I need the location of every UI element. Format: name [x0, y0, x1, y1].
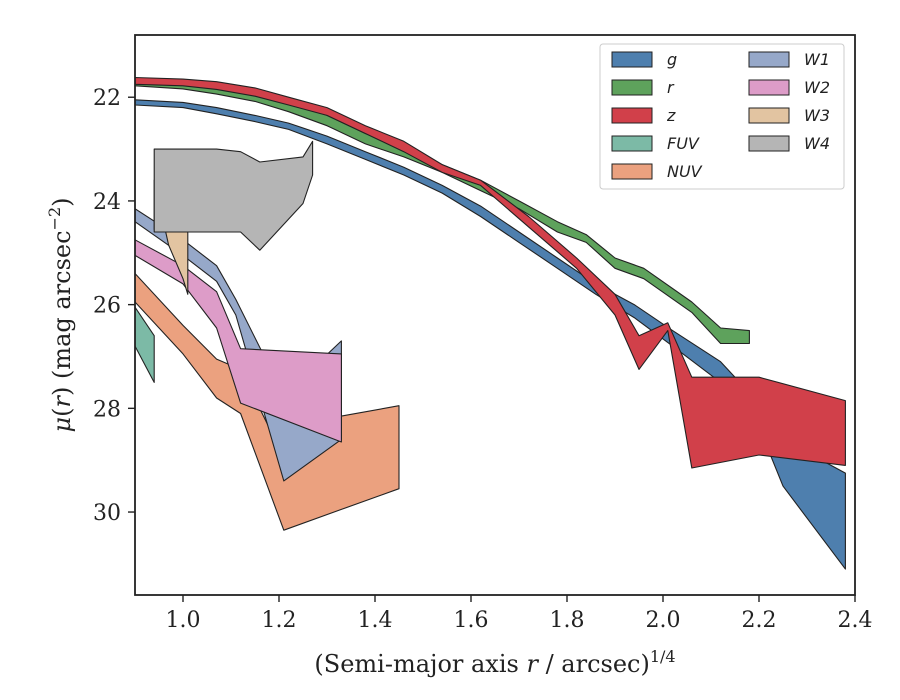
legend-label-w3: W3: [804, 106, 830, 125]
x-axis: 1.0 1.2 1.4 1.6 1.8 2.0 2.2 2.4: [166, 595, 873, 633]
y-axis-label-variable: r: [48, 395, 76, 408]
y-tick-label: 26: [93, 294, 121, 319]
x-tick-label: 1.2: [262, 608, 297, 633]
legend-label-r: r: [667, 78, 675, 97]
legend-label-nuv: NUV: [667, 162, 703, 181]
plot-frame: [134, 34, 856, 596]
y-axis: 22 24 26 28 30: [93, 86, 135, 526]
y-tick-label: 24: [93, 190, 121, 215]
y-axis-label-close: ): [48, 197, 76, 206]
series-band-w2: [135, 239, 342, 443]
series-band-nuv: [135, 272, 400, 531]
y-tick-label: 28: [93, 397, 121, 422]
legend-label-g: g: [667, 50, 677, 69]
y-tick-label: 22: [93, 86, 121, 111]
x-axis-label-variable: r: [526, 650, 539, 678]
legend-swatch-nuv: [611, 163, 653, 180]
series-bands: [135, 76, 846, 570]
x-tick-label: 1.6: [454, 608, 489, 633]
y-axis-label-open: (: [48, 408, 76, 417]
x-tick-label: 2.2: [742, 608, 777, 633]
legend-label-w4: W4: [804, 134, 830, 153]
x-tick-label: 1.4: [358, 608, 393, 633]
legend-label-fuv: FUV: [667, 134, 700, 153]
series-band-z: [135, 76, 846, 469]
x-tick-label: 2.0: [646, 608, 681, 633]
legend-swatch-w4: [748, 135, 790, 152]
legend-swatch-w1: [748, 51, 790, 68]
x-axis-label-units: / arcsec): [538, 650, 650, 678]
legend-swatch-z: [611, 107, 653, 124]
series-band-fuv: [135, 306, 155, 383]
x-tick-label: 1.8: [550, 608, 585, 633]
y-tick-label: 30: [93, 501, 121, 526]
legend-swatch-r: [611, 79, 653, 96]
x-axis-label: (Semi-major axis r / arcsec)1/4: [314, 647, 675, 678]
series-band-g: [135, 99, 846, 570]
x-tick-label: 1.0: [166, 608, 201, 633]
legend-swatch-w3: [748, 107, 790, 124]
y-axis-label-mu: μ: [48, 417, 76, 433]
legend: grz FUV NUV W1 W2 W3 W4: [599, 43, 845, 190]
x-axis-label-exponent: 1/4: [650, 647, 676, 666]
y-axis-label: μ(r) (mag arcsec−2): [45, 197, 76, 432]
legend-swatch-g: [611, 51, 653, 68]
legend-swatch-fuv: [611, 135, 653, 152]
x-tick-label: 2.4: [838, 608, 873, 633]
x-axis-label-main: (Semi-major axis: [314, 650, 526, 678]
y-axis-label-units: ) (mag arcsec: [48, 230, 76, 396]
legend-label-z: z: [666, 106, 676, 125]
legend-label-w1: W1: [804, 50, 830, 69]
legend-label-w2: W2: [804, 78, 830, 97]
legend-swatch-w2: [748, 79, 790, 96]
y-axis-label-exponent: −2: [45, 207, 64, 231]
series-band-w4: [153, 140, 314, 251]
